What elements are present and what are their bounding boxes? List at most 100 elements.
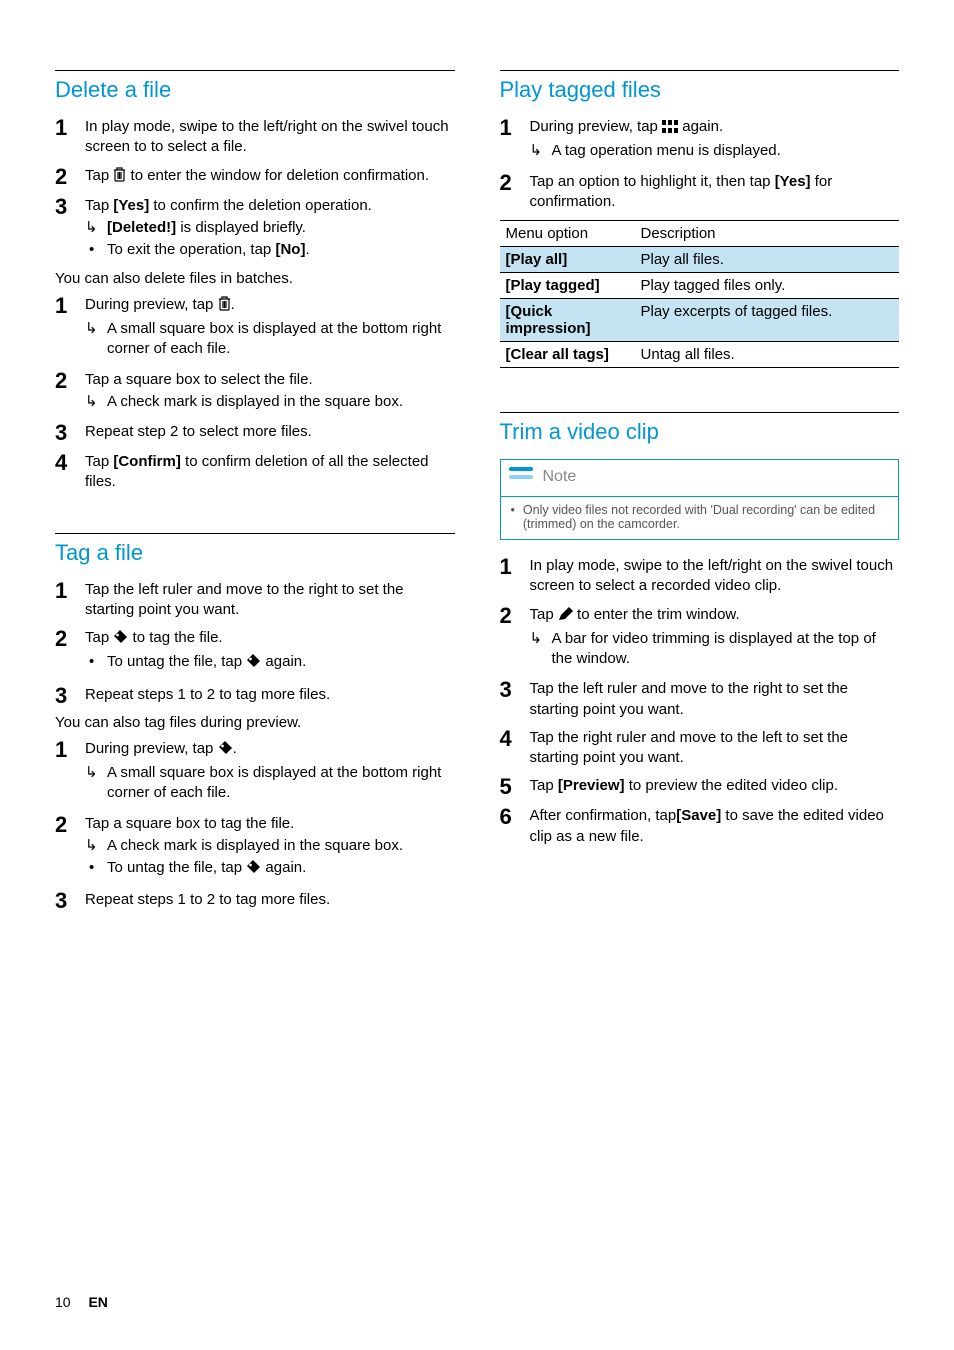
step-number: 1 <box>55 737 85 806</box>
step: 2 Tap a square box to select the file. ↳… <box>55 368 455 415</box>
note-header: Note <box>501 460 899 496</box>
table-header-row: Menu option Description <box>500 221 900 247</box>
sub-result: ↳ A tag operation menu is displayed. <box>530 141 900 161</box>
grid-icon <box>662 119 678 139</box>
step: 3 Tap the left ruler and move to the rig… <box>500 677 900 720</box>
two-column-layout: Delete a file 1 In play mode, swipe to t… <box>55 60 899 918</box>
table-cell: Play tagged files only. <box>635 273 900 299</box>
step-body: Tap a square box to select the file. ↳ A… <box>85 368 455 415</box>
bullet-icon: • <box>85 858 107 880</box>
step-number: 1 <box>500 554 530 597</box>
table-cell: [Play all] <box>500 247 635 273</box>
step-number: 2 <box>55 368 85 415</box>
sub-result: ↳ [Deleted!] is displayed briefly. <box>85 218 455 238</box>
step-body: Tap to enter the trim window. ↳ A bar fo… <box>530 603 900 672</box>
pencil-icon <box>558 607 573 627</box>
step-number: 2 <box>500 170 530 213</box>
result-arrow-icon: ↳ <box>85 218 107 238</box>
bullet-icon: • <box>85 240 107 260</box>
note-body: • Only video files not recorded with 'Du… <box>501 496 899 539</box>
step: 6 After confirmation, tap[Save] to save … <box>500 804 900 847</box>
table-row: [Clear all tags] Untag all files. <box>500 342 900 368</box>
step-number: 6 <box>500 804 530 847</box>
step-number: 2 <box>55 812 85 883</box>
step: 5 Tap [Preview] to preview the edited vi… <box>500 774 900 798</box>
left-column: Delete a file 1 In play mode, swipe to t… <box>55 60 455 918</box>
step-body: Tap to enter the window for deletion con… <box>85 164 455 188</box>
table-cell: [Clear all tags] <box>500 342 635 368</box>
table-cell: Play excerpts of tagged files. <box>635 299 900 342</box>
sub-bullet: • To untag the file, tap again. <box>85 652 455 674</box>
tag-icon <box>246 654 261 674</box>
step-body: Tap [Confirm] to confirm deletion of all… <box>85 450 455 493</box>
sub-result: ↳ A small square box is displayed at the… <box>85 763 455 804</box>
step: 1 During preview, tap . ↳ A small square… <box>55 293 455 362</box>
step-number: 2 <box>55 164 85 188</box>
step-body: During preview, tap again. ↳ A tag opera… <box>530 115 900 164</box>
table-row: [Play all] Play all files. <box>500 247 900 273</box>
step-number: 3 <box>55 888 85 912</box>
paragraph: You can also delete files in batches. <box>55 269 455 289</box>
table-header: Menu option <box>500 221 635 247</box>
table-cell: [Play tagged] <box>500 273 635 299</box>
menu-options-table: Menu option Description [Play all] Play … <box>500 220 900 368</box>
step: 2 Tap to enter the trim window. ↳ A bar … <box>500 603 900 672</box>
step: 4 Tap the right ruler and move to the le… <box>500 726 900 769</box>
step: 2 Tap to enter the window for deletion c… <box>55 164 455 188</box>
step-number: 5 <box>500 774 530 798</box>
step: 3 Repeat steps 1 to 2 to tag more files. <box>55 683 455 707</box>
note-icon <box>507 464 535 490</box>
section-rule <box>55 70 455 71</box>
bullet-icon: • <box>85 652 107 674</box>
step-number: 2 <box>500 603 530 672</box>
step-number: 3 <box>55 420 85 444</box>
step: 1 Tap the left ruler and move to the rig… <box>55 578 455 621</box>
step-body: During preview, tap . ↳ A small square b… <box>85 293 455 362</box>
step: 3 Repeat steps 1 to 2 to tag more files. <box>55 888 455 912</box>
step-body: Tap to tag the file. • To untag the file… <box>85 626 455 677</box>
section-title-tag: Tag a file <box>55 540 455 566</box>
step-body: In play mode, swipe to the left/right on… <box>530 554 900 597</box>
step-body: Tap the left ruler and move to the right… <box>530 677 900 720</box>
step-number: 1 <box>55 578 85 621</box>
step-body: Tap a square box to tag the file. ↳ A ch… <box>85 812 455 883</box>
table-header: Description <box>635 221 900 247</box>
right-column: Play tagged files 1 During preview, tap … <box>500 60 900 918</box>
step: 2 Tap a square box to tag the file. ↳ A … <box>55 812 455 883</box>
trash-icon <box>113 167 126 188</box>
page-language: EN <box>88 1294 107 1310</box>
bullet-icon: • <box>511 503 515 531</box>
section-rule <box>55 533 455 534</box>
trash-icon <box>218 296 231 317</box>
section-rule <box>500 412 900 413</box>
sub-result: ↳ A check mark is displayed in the squar… <box>85 836 455 856</box>
step: 1 In play mode, swipe to the left/right … <box>55 115 455 158</box>
step-body: Tap [Preview] to preview the edited vide… <box>530 774 900 798</box>
result-arrow-icon: ↳ <box>530 629 552 670</box>
result-arrow-icon: ↳ <box>85 319 107 360</box>
step: 1 In play mode, swipe to the left/right … <box>500 554 900 597</box>
step: 1 During preview, tap . ↳ A small square… <box>55 737 455 806</box>
step-body: In play mode, swipe to the left/right on… <box>85 115 455 158</box>
step-number: 4 <box>55 450 85 493</box>
table-cell: Play all files. <box>635 247 900 273</box>
step-number: 1 <box>55 293 85 362</box>
step: 3 Repeat step 2 to select more files. <box>55 420 455 444</box>
step: 3 Tap [Yes] to confirm the deletion oper… <box>55 194 455 263</box>
result-arrow-icon: ↳ <box>85 763 107 804</box>
note-title: Note <box>543 468 577 486</box>
step-number: 1 <box>500 115 530 164</box>
step-body: Tap an option to highlight it, then tap … <box>530 170 900 213</box>
step-number: 3 <box>500 677 530 720</box>
step-number: 3 <box>55 194 85 263</box>
step-body: After confirmation, tap[Save] to save th… <box>530 804 900 847</box>
tag-icon <box>246 860 261 880</box>
section-rule <box>500 70 900 71</box>
paragraph: You can also tag files during preview. <box>55 713 455 733</box>
step-number: 1 <box>55 115 85 158</box>
section-title-trim: Trim a video clip <box>500 419 900 445</box>
step-number: 3 <box>55 683 85 707</box>
step-number: 2 <box>55 626 85 677</box>
step: 4 Tap [Confirm] to confirm deletion of a… <box>55 450 455 493</box>
step: 1 During preview, tap again. ↳ A tag ope… <box>500 115 900 164</box>
